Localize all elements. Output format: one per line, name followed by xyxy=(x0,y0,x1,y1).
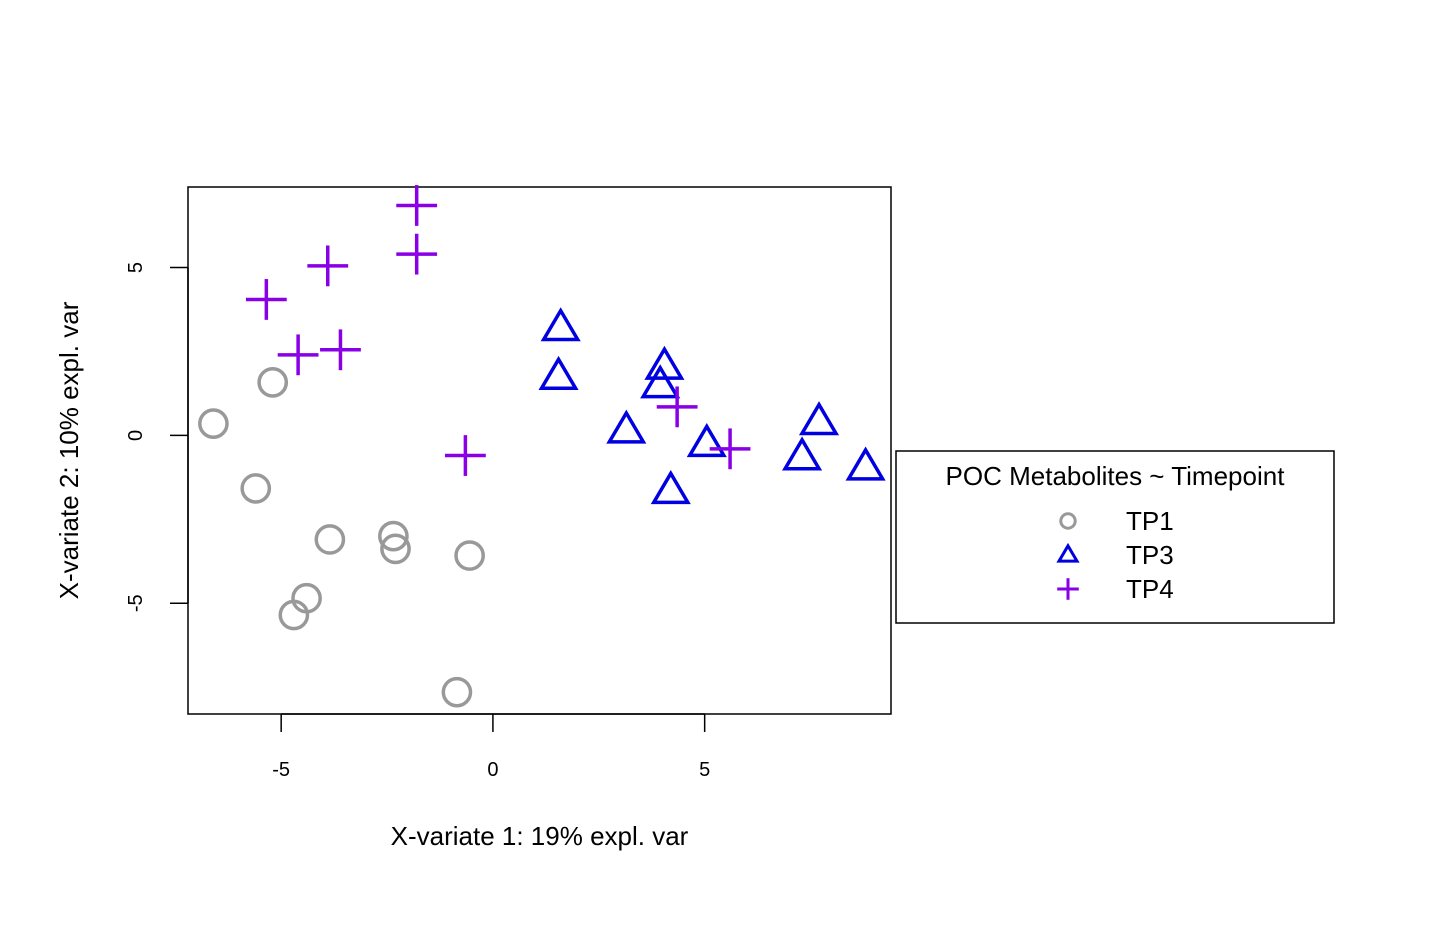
point-tp1 xyxy=(257,367,289,398)
point-tp1 xyxy=(240,473,272,504)
point-tp4 xyxy=(245,279,287,320)
legend-marker-tp3 xyxy=(1056,542,1080,563)
point-tp3 xyxy=(640,364,681,399)
point-tp4 xyxy=(396,233,438,275)
plot-area-frame xyxy=(187,186,892,715)
legend-label-tp3: TP3 xyxy=(1126,540,1174,570)
point-tp3 xyxy=(650,469,691,505)
point-tp3 xyxy=(606,409,647,444)
legend-marker-tp4 xyxy=(1057,578,1079,600)
x-tick-label: 0 xyxy=(487,759,498,781)
y-axis-title: X-variate 2: 10% expl. var xyxy=(54,301,84,599)
point-tp1 xyxy=(198,408,229,439)
point-tp1 xyxy=(278,599,310,631)
point-tp4 xyxy=(307,245,349,287)
point-tp3 xyxy=(845,446,886,481)
legend-title: POC Metabolites ~ Timepoint xyxy=(946,461,1286,491)
legend-box xyxy=(895,450,1335,624)
y-tick-label: 0 xyxy=(125,430,147,441)
y-tick-label: 5 xyxy=(125,262,147,273)
point-tp3 xyxy=(798,401,840,436)
point-tp4 xyxy=(320,329,361,371)
point-tp4 xyxy=(656,386,698,428)
point-tp3 xyxy=(538,355,579,390)
point-tp4 xyxy=(396,185,438,226)
x-tick-label: -5 xyxy=(272,759,290,781)
y-tick-label: -5 xyxy=(125,594,147,612)
point-tp1 xyxy=(378,520,409,552)
point-tp3 xyxy=(540,307,581,342)
x-axis-title: X-variate 1: 19% expl. var xyxy=(391,821,689,851)
point-tp1 xyxy=(380,533,411,565)
point-tp3 xyxy=(686,422,727,458)
point-tp1 xyxy=(441,676,473,708)
point-tp3 xyxy=(782,436,823,471)
legend-label-tp1: TP1 xyxy=(1126,506,1174,536)
point-tp4 xyxy=(709,428,751,470)
x-tick-label: 5 xyxy=(699,759,710,781)
legend-label-tp4: TP4 xyxy=(1126,574,1174,604)
legend-marker-tp1 xyxy=(1059,512,1077,530)
point-tp4 xyxy=(277,334,319,376)
point-tp1 xyxy=(314,524,346,555)
point-tp4 xyxy=(444,435,486,476)
point-tp1 xyxy=(454,540,485,571)
